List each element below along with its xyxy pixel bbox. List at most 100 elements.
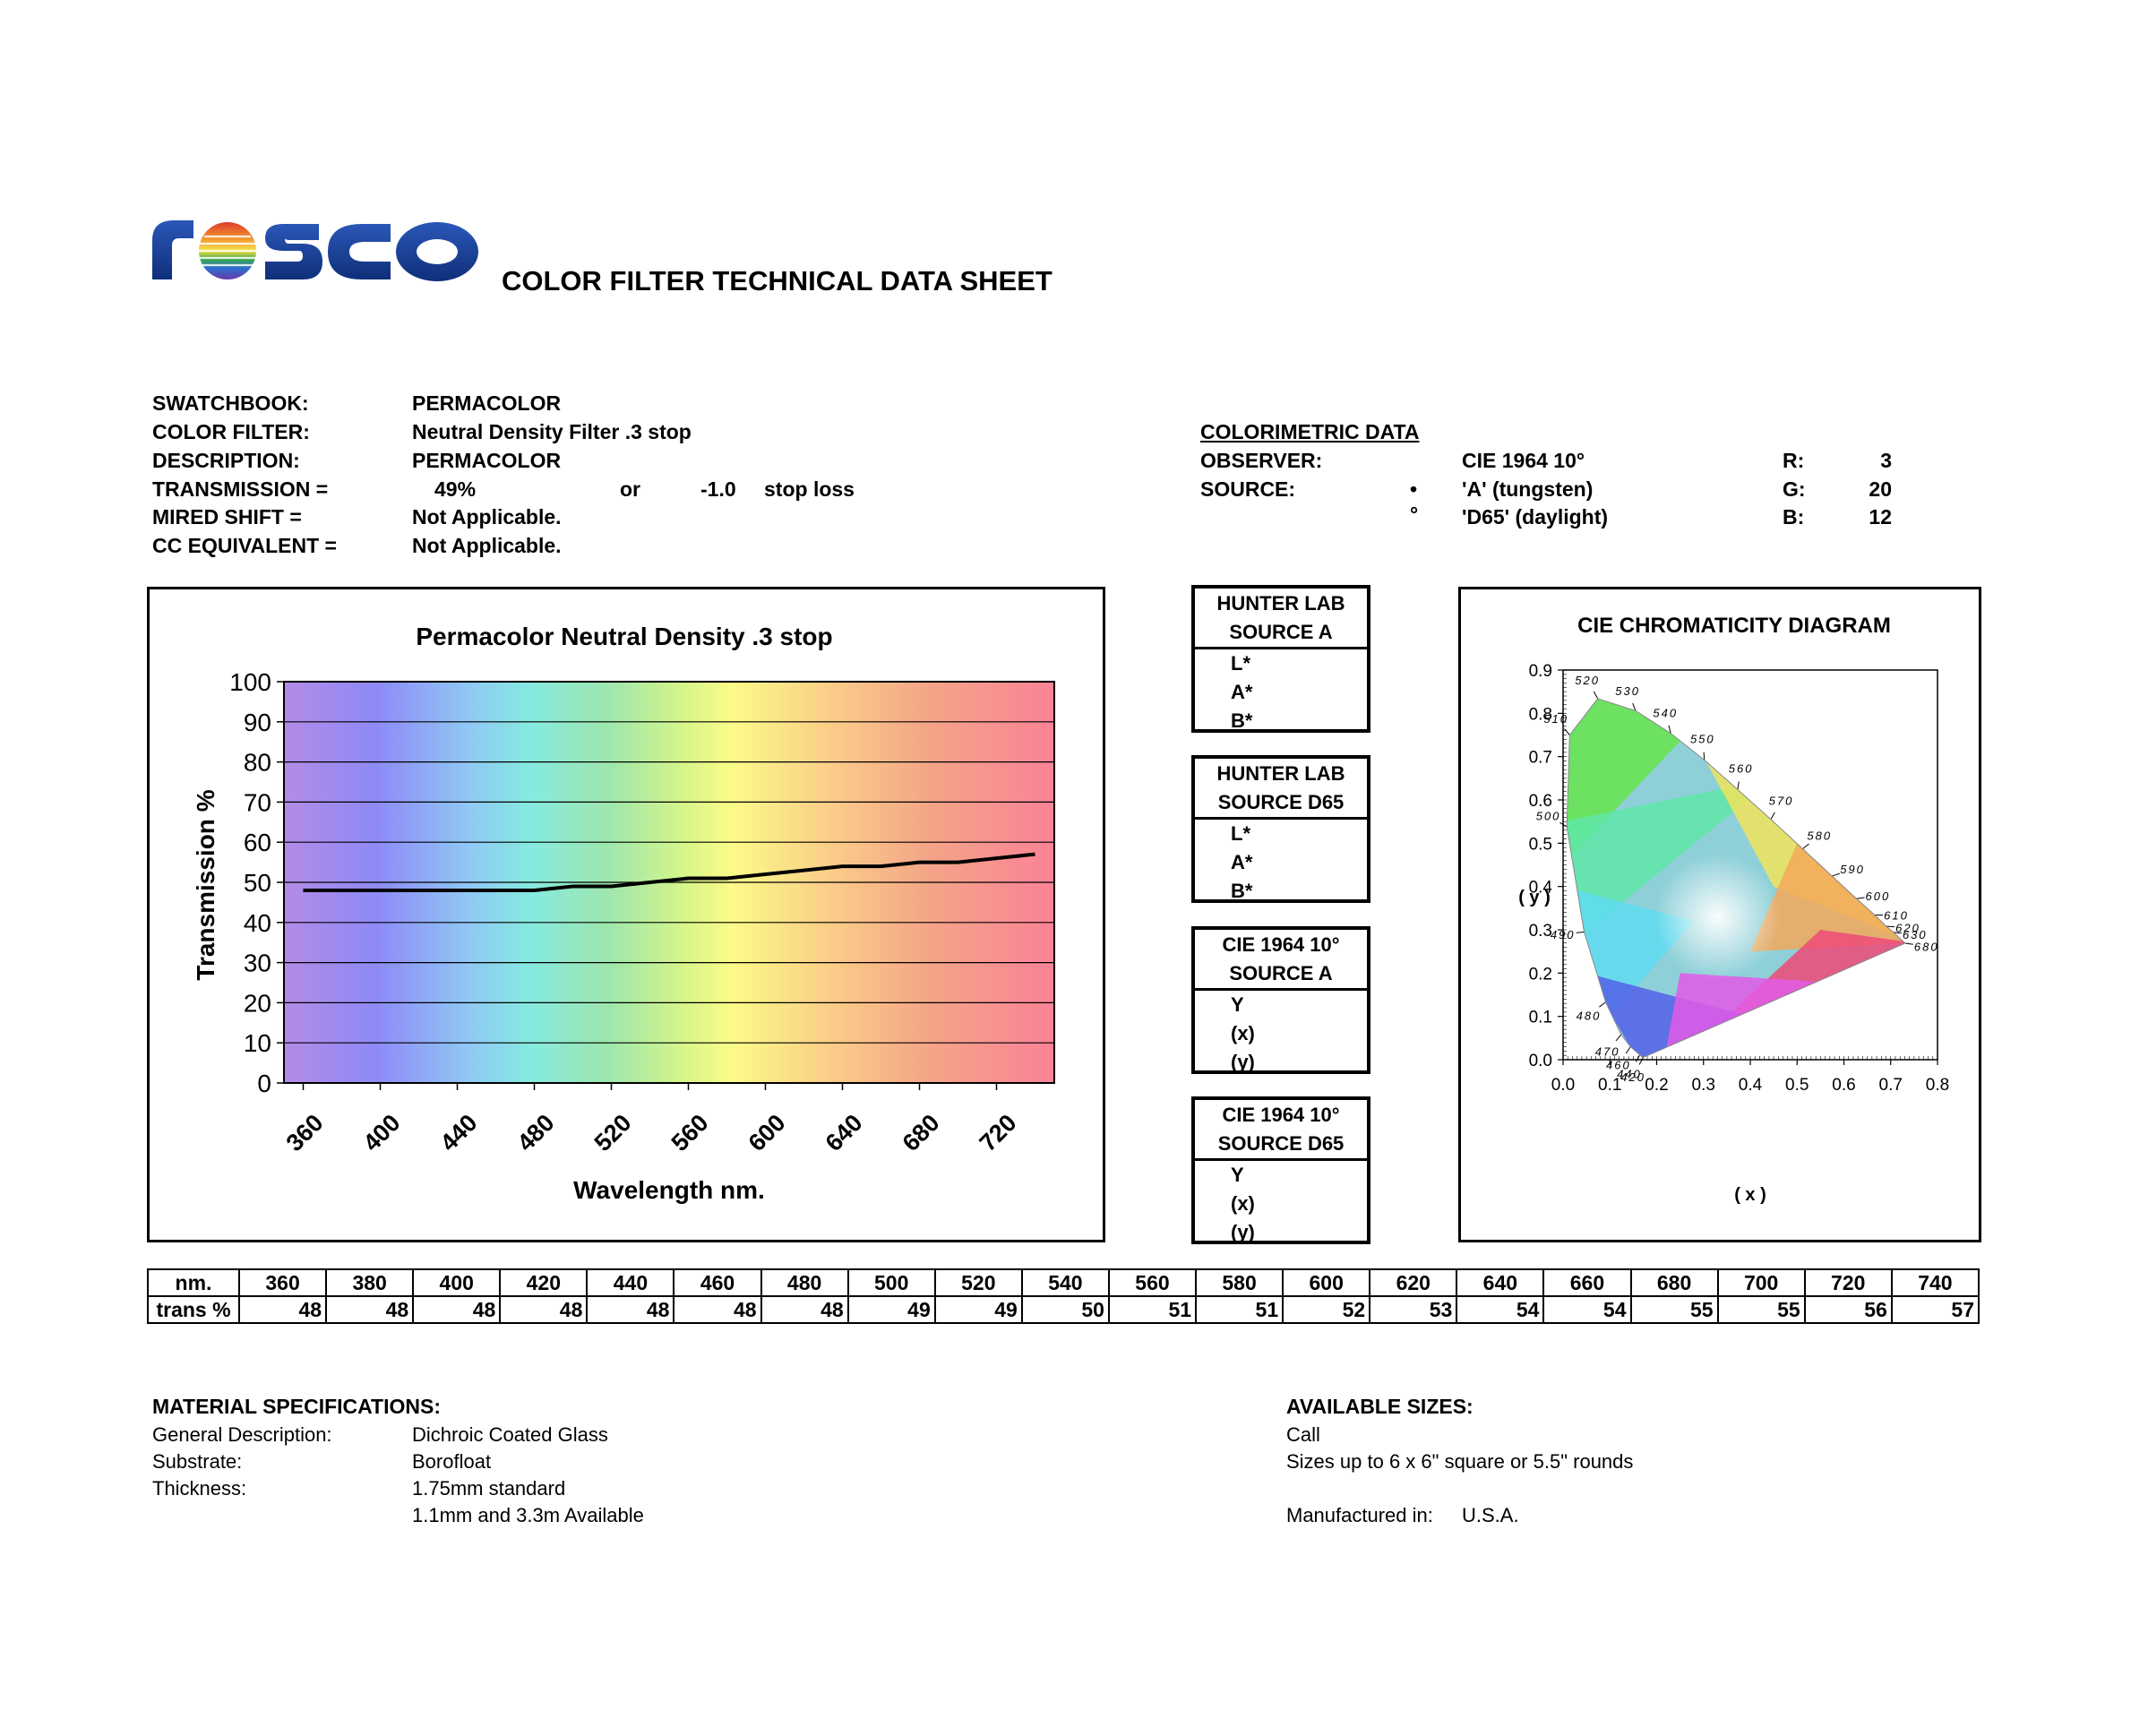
cie-wavelength-label: 570 <box>1769 795 1794 808</box>
cie-y-tick-label: 0.8 <box>1529 705 1552 724</box>
cie-wavelength-tick <box>1635 1054 1641 1062</box>
g-label: G: <box>1783 477 1806 501</box>
cie-wavelength-tick <box>1593 691 1599 700</box>
cie-wavelength-tick <box>1737 781 1740 790</box>
cie-d65-y-coord: (y) <box>1231 1221 1255 1243</box>
cie-y-tick-label: 0.9 <box>1529 662 1552 681</box>
description-value: PERMACOLOR <box>412 449 562 472</box>
cie-white-point <box>1654 854 1781 980</box>
transmission-chart-panel: Permacolor Neutral Density .3 stop 0 10 20… <box>147 587 1105 1242</box>
x-tick-label: 720 <box>975 1109 1022 1156</box>
y-tick-label: 50 <box>244 869 271 897</box>
manufactured-value: U.S.A. <box>1462 1504 1519 1526</box>
x-tick-label: 560 <box>666 1109 714 1156</box>
cie-a-y: Y <box>1231 993 1244 1016</box>
x-tick-label: 680 <box>898 1109 945 1156</box>
cie-gamut-region <box>1586 973 1750 1058</box>
nm-cell: 420 <box>499 1268 589 1297</box>
cie-chart-title: CIE CHROMATICITY DIAGRAM <box>1577 614 1891 638</box>
manufactured-label: Manufactured in: <box>1286 1504 1433 1526</box>
nm-row: nm. 360 380 400 420 440 460 480 500 520 540 560 580… <box>147 1268 1980 1297</box>
cie-wavelength-label: 620 <box>1895 921 1920 934</box>
cie-wavelength-label: 630 <box>1903 928 1928 941</box>
b-value: 12 <box>1869 505 1892 529</box>
cie-x-tick-label: 0.7 <box>1879 1076 1903 1095</box>
nm-cell: 400 <box>412 1268 502 1297</box>
cie-d65-y: Y <box>1231 1164 1244 1186</box>
cie-wavelength-label: 560 <box>1729 762 1754 776</box>
cie-wavelength-label: 480 <box>1577 1009 1602 1022</box>
description-label: DESCRIPTION: <box>152 449 300 472</box>
x-tick-label: 640 <box>821 1109 868 1156</box>
thickness-value: 1.75mm standard <box>412 1477 566 1500</box>
cie-y-axis-label: ( y ) <box>1518 888 1551 907</box>
cie-gamut-region <box>1750 843 1905 952</box>
general-description-label: General Description: <box>152 1423 332 1446</box>
cie-wavelength-label: 550 <box>1690 733 1715 746</box>
hunter-d65-a: A* <box>1231 851 1253 873</box>
y-tick-label: 80 <box>244 749 271 777</box>
sizes-heading: AVAILABLE SIZES: <box>1286 1395 1474 1418</box>
cie-wavelength-label: 440 <box>1617 1068 1642 1081</box>
y-tick-label: 60 <box>244 829 271 856</box>
cie-y-tick-label: 0.2 <box>1529 965 1552 984</box>
nm-cell: 540 <box>1020 1268 1110 1297</box>
cie-wavelength-tick <box>1668 725 1671 734</box>
cie-d65-title: CIE 1964 10° <box>1222 1104 1340 1126</box>
cie-y-tick-label: 0.3 <box>1529 922 1552 941</box>
cie-a-source: SOURCE A <box>1229 962 1333 984</box>
cie-wavelength-label: 490 <box>1551 928 1576 941</box>
cie-wavelength-tick <box>1904 942 1913 945</box>
trans-cell: 48 <box>412 1295 502 1324</box>
hunter-d65-b: B* <box>1231 880 1253 902</box>
cie-wavelength-tick <box>1893 932 1902 934</box>
chart-title: Permacolor Neutral Density .3 stop <box>416 623 832 650</box>
cie-a-y-coord: (y) <box>1231 1051 1255 1073</box>
transmission-data-table: nm. 360 380 400 420 440 460 480 500 520 540 560 580… <box>147 1268 1980 1324</box>
cie-wavelength-tick <box>1615 1034 1622 1042</box>
cie-wavelength-tick <box>1802 843 1809 850</box>
cie-wavelength-label: 510 <box>1543 712 1568 726</box>
cie-d65-box: CIE 1964 10° SOURCE D65 Y (x) (y) <box>1191 1096 1370 1244</box>
cie-x-tick-label: 0.2 <box>1645 1076 1668 1095</box>
thickness-alt: 1.1mm and 3.3m Available <box>412 1504 644 1526</box>
substrate-label: Substrate: <box>152 1450 243 1473</box>
source-d65: 'D65' (daylight) <box>1462 505 1609 529</box>
y-tick-label: 20 <box>244 989 271 1017</box>
hunter-a-l: L* <box>1231 652 1250 675</box>
source-a: 'A' (tungsten) <box>1462 477 1594 501</box>
transmission-value: 49% <box>434 477 477 501</box>
transmission-series-line <box>303 852 1035 892</box>
trans-cell: 51 <box>1107 1295 1198 1324</box>
cie-wavelength-label: 520 <box>1575 674 1600 687</box>
substrate-value: Borofloat <box>412 1450 492 1473</box>
observer-value: CIE 1964 10° <box>1462 449 1585 472</box>
cie-y-tick-label: 0.7 <box>1529 749 1552 768</box>
cc-equivalent-label: CC EQUIVALENT = <box>152 534 337 557</box>
hunter-d65-l: L* <box>1231 822 1250 845</box>
cie-wavelength-label: 590 <box>1840 863 1865 876</box>
cie-y-tick-label: 0.0 <box>1529 1052 1552 1070</box>
trans-row-label: trans % <box>147 1295 240 1324</box>
y-tick-label: 40 <box>244 909 271 937</box>
y-tick-label: 90 <box>244 709 271 736</box>
trans-cell: 53 <box>1369 1295 1458 1324</box>
cie-wavelength-label: 680 <box>1914 940 1939 953</box>
y-tick-label: 10 <box>244 1029 271 1057</box>
nm-cell: 500 <box>846 1268 936 1297</box>
document-title: COLOR FILTER TECHNICAL DATA SHEET <box>502 265 1053 296</box>
source-d65-marker: ° <box>1410 503 1419 526</box>
color-filter-value: Neutral Density Filter .3 stop <box>412 420 692 443</box>
observer-label: OBSERVER: <box>1200 449 1323 472</box>
cie-wavelength-label: 580 <box>1807 829 1832 843</box>
trans-cell: 55 <box>1716 1295 1806 1324</box>
nm-cell: 480 <box>760 1268 849 1297</box>
nm-cell: 380 <box>325 1268 415 1297</box>
hunter-a-a: A* <box>1231 681 1253 703</box>
trans-cell: 48 <box>760 1295 849 1324</box>
hunter-d65-source: SOURCE D65 <box>1217 791 1345 813</box>
trans-cell: 48 <box>499 1295 589 1324</box>
trans-cell: 48 <box>673 1295 762 1324</box>
trans-cell: 52 <box>1282 1295 1371 1324</box>
nm-cell: 520 <box>933 1268 1023 1297</box>
